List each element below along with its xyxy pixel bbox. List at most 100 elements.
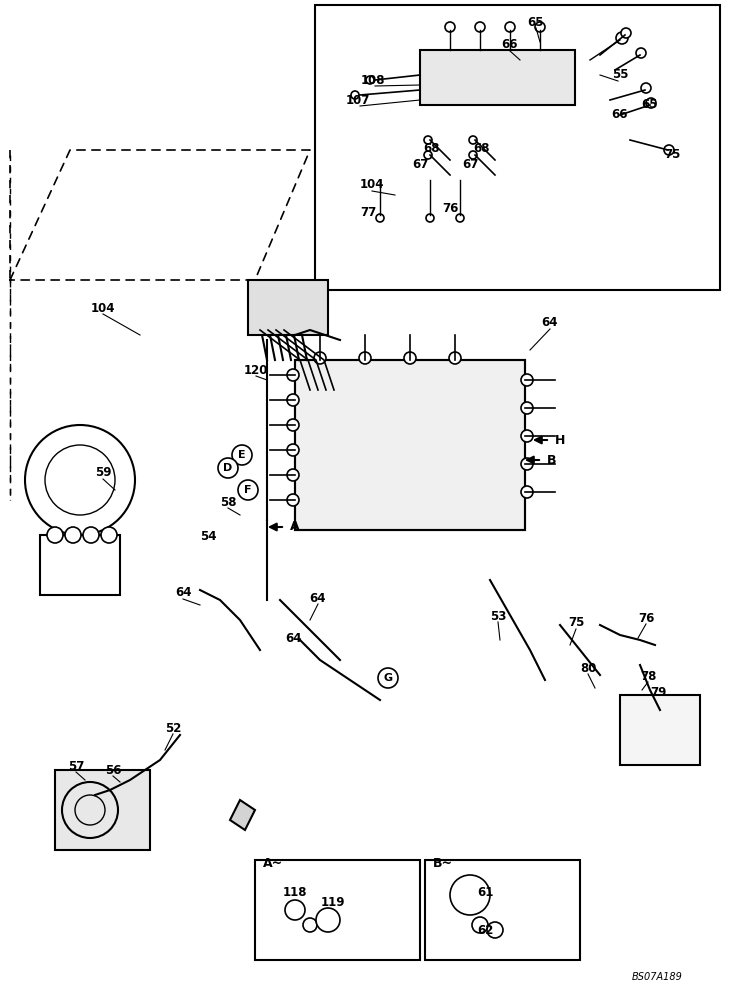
Polygon shape — [230, 800, 255, 830]
Text: G: G — [384, 673, 392, 683]
Text: F: F — [244, 485, 252, 495]
Bar — [255, 860, 420, 960]
Text: 108: 108 — [361, 74, 385, 87]
Text: 58: 58 — [220, 495, 236, 508]
Circle shape — [359, 352, 371, 364]
Circle shape — [378, 668, 398, 688]
Circle shape — [376, 214, 384, 222]
Circle shape — [424, 136, 432, 144]
Text: 76: 76 — [638, 611, 654, 624]
Text: A: A — [290, 520, 299, 534]
Bar — [295, 360, 525, 530]
Circle shape — [287, 469, 299, 481]
Circle shape — [47, 527, 63, 543]
Text: 75: 75 — [568, 616, 584, 630]
Circle shape — [351, 91, 359, 99]
Circle shape — [232, 445, 252, 465]
Circle shape — [65, 527, 81, 543]
Text: 64: 64 — [542, 316, 559, 330]
Circle shape — [487, 922, 503, 938]
Text: 64: 64 — [175, 586, 191, 599]
Text: 65: 65 — [528, 15, 545, 28]
Circle shape — [287, 444, 299, 456]
Text: 104: 104 — [91, 302, 115, 314]
Circle shape — [426, 214, 434, 222]
Circle shape — [287, 369, 299, 381]
Circle shape — [469, 136, 477, 144]
Text: 64: 64 — [285, 632, 302, 645]
Bar — [620, 695, 700, 765]
Circle shape — [314, 352, 326, 364]
Text: E: E — [238, 450, 246, 460]
Text: BS07A189: BS07A189 — [632, 972, 682, 982]
Circle shape — [616, 32, 628, 44]
Text: 67: 67 — [462, 158, 478, 172]
Circle shape — [218, 458, 238, 478]
Text: 80: 80 — [580, 662, 596, 674]
Bar — [55, 770, 150, 850]
Text: 67: 67 — [412, 158, 428, 172]
Text: 61: 61 — [477, 886, 493, 900]
Bar — [420, 50, 575, 105]
Circle shape — [424, 151, 432, 159]
Circle shape — [641, 83, 651, 93]
Circle shape — [316, 908, 340, 932]
Text: 52: 52 — [165, 722, 182, 734]
Text: 65: 65 — [642, 99, 658, 111]
Circle shape — [456, 214, 464, 222]
Text: 56: 56 — [105, 764, 122, 776]
Text: 118: 118 — [283, 886, 307, 900]
Circle shape — [621, 28, 631, 38]
Text: 104: 104 — [359, 178, 384, 192]
Circle shape — [535, 22, 545, 32]
Circle shape — [521, 402, 533, 414]
Circle shape — [521, 458, 533, 470]
Bar — [248, 280, 328, 335]
Text: H: H — [555, 434, 565, 446]
Text: 68: 68 — [474, 141, 490, 154]
Text: 77: 77 — [360, 206, 376, 219]
Bar — [40, 535, 120, 595]
Circle shape — [238, 480, 258, 500]
Text: 64: 64 — [310, 591, 326, 604]
Text: 119: 119 — [321, 896, 346, 910]
Bar — [425, 860, 580, 960]
Circle shape — [285, 900, 305, 920]
Circle shape — [521, 430, 533, 442]
Circle shape — [521, 374, 533, 386]
Text: 57: 57 — [68, 760, 84, 772]
Circle shape — [287, 419, 299, 431]
Circle shape — [646, 98, 656, 108]
Text: 55: 55 — [612, 68, 628, 82]
Circle shape — [521, 486, 533, 498]
Bar — [315, 5, 720, 290]
Text: 120: 120 — [244, 363, 268, 376]
Text: 59: 59 — [94, 466, 111, 480]
Text: 54: 54 — [200, 530, 216, 542]
Circle shape — [475, 22, 485, 32]
Text: A~: A~ — [263, 857, 283, 870]
Text: B~: B~ — [433, 857, 453, 870]
Circle shape — [450, 875, 490, 915]
Circle shape — [287, 394, 299, 406]
Circle shape — [449, 352, 461, 364]
Circle shape — [83, 527, 99, 543]
Text: 62: 62 — [477, 924, 493, 936]
Text: 66: 66 — [501, 38, 518, 51]
Circle shape — [287, 494, 299, 506]
Text: 78: 78 — [640, 670, 656, 682]
Circle shape — [404, 352, 416, 364]
Text: 107: 107 — [346, 94, 370, 106]
Circle shape — [101, 527, 117, 543]
Bar — [295, 360, 525, 530]
Text: 79: 79 — [650, 686, 666, 700]
Text: D: D — [223, 463, 233, 473]
Text: B: B — [547, 454, 556, 466]
Text: 75: 75 — [664, 148, 680, 161]
Text: 68: 68 — [424, 141, 440, 154]
Text: 53: 53 — [490, 609, 507, 622]
Circle shape — [664, 145, 674, 155]
Circle shape — [445, 22, 455, 32]
Circle shape — [366, 76, 374, 84]
Text: 66: 66 — [612, 108, 628, 121]
